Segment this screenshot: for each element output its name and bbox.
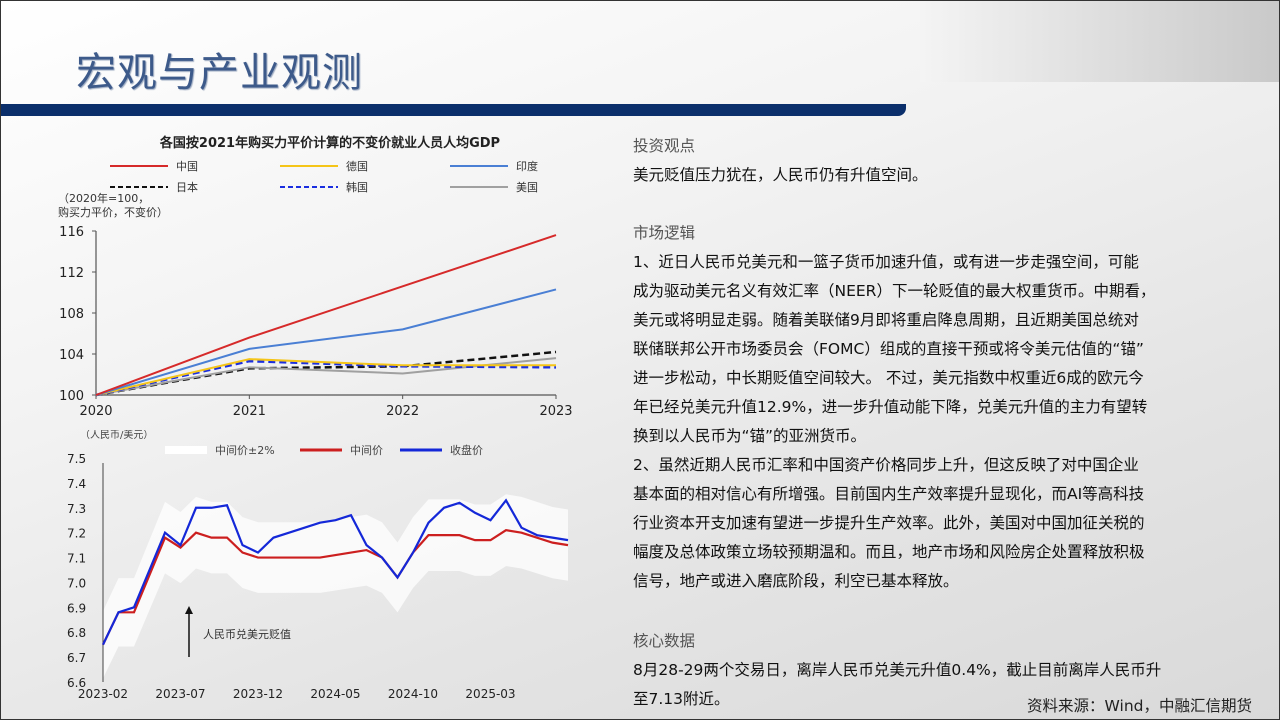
x-tick-label: 2023-02: [78, 687, 128, 701]
text-line: 联储联邦公开市场委员会（FOMC）组成的直接干预或将令美元估值的“锚”: [633, 340, 1144, 358]
section-heading: 市场逻辑: [633, 224, 696, 242]
series-line-德国: [95, 358, 556, 396]
text-line: 信号，地产或进入磨底阶段，利空已基本释放。: [633, 572, 959, 590]
text-line: 基本面的相对信心有所增强。目前国内生产效率提升显现化，而AI等高科技: [633, 485, 1145, 503]
x-tick-label: 2021: [233, 404, 266, 419]
header-bar: [0, 104, 906, 116]
arrow-head-icon: [185, 606, 193, 614]
section-3: 核心数据 8月28-29两个交易日，离岸人民币兑美元升值0.4%，截止目前离岸人民…: [633, 627, 1161, 714]
section-heading: 投资观点: [633, 137, 696, 155]
legend-label: 中国: [176, 160, 198, 173]
x-tick-label: 2022: [386, 404, 419, 419]
legend-label: 收盘价: [450, 443, 483, 457]
y-tick-label: 6.9: [67, 601, 86, 615]
y-tick-label: 7.3: [67, 502, 86, 516]
x-tick-label: 2023-07: [155, 687, 205, 701]
x-tick-label: 2025-03: [465, 687, 515, 701]
legend-label: 美国: [516, 181, 538, 194]
x-tick-label: 2024-10: [388, 687, 438, 701]
text-line: 8月28-29两个交易日，离岸人民币兑美元升值0.4%，截止目前离岸人民币升: [633, 661, 1162, 679]
series-line-中国: [95, 234, 557, 396]
band-area: [103, 494, 568, 679]
rmb-fx-chart: 在岸人民币兑美元汇率 （人民币/美元） 中间价±2% 中间价 收盘价 6.6 6.7 6.8 6…: [67, 430, 569, 701]
x-tick-label: 2020: [79, 404, 112, 419]
text-line: 行业资本开支加速有望进一步提升生产效率。此外，美国对中国加征关税的: [633, 514, 1145, 532]
y-axis-label: （人民币/美元）: [80, 430, 153, 441]
y-tick-label: 112: [59, 266, 84, 281]
series-line-mid: [102, 529, 569, 646]
chart-title: 在岸人民币兑美元汇率: [275, 430, 387, 431]
text-line: 年已经兑美元升值12.9%，进一步升值动能下降，兑美元升值的主力有望转: [633, 398, 1148, 416]
y-axis-label: 购买力平价，不变价）: [58, 205, 168, 219]
y-tick-label: 7.5: [67, 452, 86, 466]
slide-title: 宏观与产业观测: [76, 50, 363, 96]
text-line: 换到以人民币为“锚”的亚洲货币。: [633, 427, 867, 445]
y-tick-label: 100: [59, 389, 84, 404]
y-tick-label: 7.2: [67, 527, 86, 541]
section-1: 投资观点美元贬值压力犹在，人民币仍有升值空间。: [633, 132, 928, 190]
y-tick-label: 6.8: [67, 626, 86, 640]
section-2: 市场逻辑 1、近日人民币兑美元和一篮子货币加速升值，或有进一步走强空间，可能 成为驱…: [633, 219, 1155, 596]
text-line: 成为驱动美元名义有效汇率（NEER）下一轮贬值的最大权重货币。中期看，: [633, 282, 1156, 300]
legend-label: 韩国: [346, 180, 368, 194]
section-heading: 核心数据: [633, 632, 696, 650]
header-decoration: [920, 0, 1280, 82]
text-line: 美元或将明显走弱。随着美联储9月即将重启降息周期，且近期美国总统对: [633, 311, 1139, 329]
chart-title: 各国按2021年购买力平价计算的不变价就业人员人均GDP: [159, 135, 500, 151]
annotation-text: 人民币兑美元贬值: [203, 627, 291, 641]
y-tick-label: 108: [59, 307, 84, 322]
legend-label: 日本: [176, 180, 198, 194]
legend-label: 德国: [346, 159, 368, 173]
text-line: 幅度及总体政策立场较预期温和。而且，地产市场和风险房企处置释放积极: [633, 543, 1145, 561]
text-line: 至7.13附近。: [633, 690, 730, 708]
series-line-印度: [95, 288, 557, 396]
text-line: 1、近日人民币兑美元和一篮子货币加速升值，或有进一步走强空间，可能: [633, 253, 1139, 271]
x-tick-label: 2023: [539, 404, 572, 419]
y-tick-label: 104: [59, 348, 84, 363]
text-line: 2、虽然近期人民币汇率和中国资产价格同步上升，但这反映了对中国企业: [633, 456, 1139, 474]
y-tick-label: 7.1: [67, 552, 86, 566]
y-tick-label: 6.7: [67, 651, 86, 665]
text-line: 美元贬值压力犹在，人民币仍有升值空间。: [633, 166, 928, 184]
legend-label: 中间价: [350, 444, 383, 457]
source-note: 资料来源：Wind，中融汇信期货: [1027, 697, 1252, 715]
y-tick-label: 7.4: [67, 477, 86, 491]
series-line-close: [102, 498, 569, 646]
legend-label: 中间价±2%: [215, 444, 275, 457]
x-tick-label: 2023-12: [233, 687, 283, 701]
legend-label: 印度: [516, 159, 538, 173]
y-tick-label: 7.0: [67, 576, 86, 590]
y-axis-label: （2020年=100，: [58, 191, 149, 205]
x-tick-label: 2024-05: [310, 687, 360, 701]
y-tick-label: 6.6: [67, 676, 86, 690]
y-tick-label: 116: [59, 225, 84, 240]
text-line: 进一步松动，中长期贬值空间较大。 不过，美元指数中权重近6成的欧元今: [633, 369, 1144, 387]
